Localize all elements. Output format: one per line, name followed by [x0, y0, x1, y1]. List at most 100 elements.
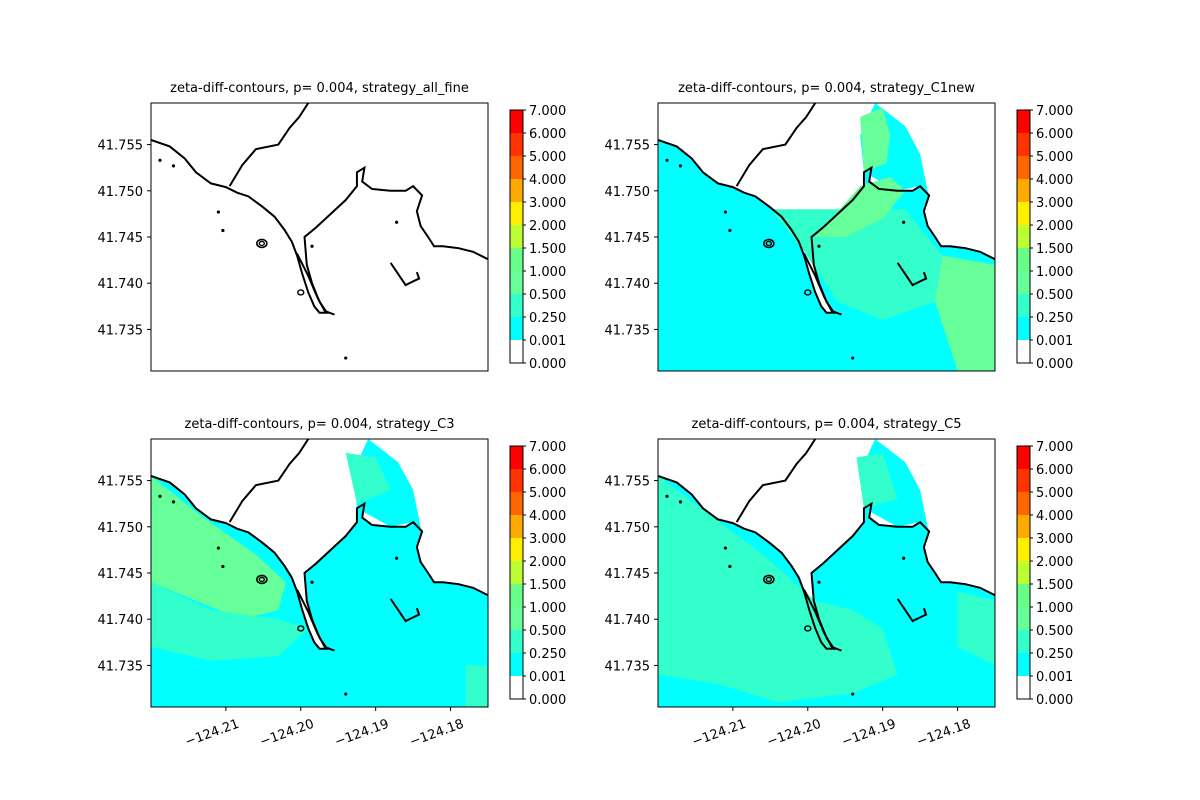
y-tick-label: 41.750	[605, 521, 651, 536]
colorbar-label: 1.000	[529, 601, 566, 616]
y-tick-label: 41.755	[605, 475, 651, 490]
colorbar-swatch	[1017, 179, 1030, 203]
coastline-1	[658, 475, 995, 650]
map-panel-4: zeta-diff-contours, p= 0.004, strategy_C…	[605, 417, 1074, 750]
colorbar-label: 3.000	[1036, 196, 1073, 211]
rock-5	[851, 692, 855, 696]
coastline-1	[658, 139, 995, 314]
colorbar-swatch	[510, 225, 523, 249]
colorbar-swatch	[1017, 110, 1030, 134]
rock-4	[728, 228, 732, 233]
colorbar-label: 0.500	[529, 624, 566, 639]
colorbar-swatch	[1017, 584, 1030, 608]
colorbar-swatch	[510, 676, 523, 700]
colorbar-label: 0.000	[529, 693, 566, 708]
rock-5	[344, 692, 348, 696]
colorbar-label: 7.000	[529, 104, 566, 119]
colorbar-label: 0.500	[1036, 288, 1073, 303]
fill-region-2	[151, 582, 309, 661]
colorbar: 7.000 6.000 5.000 4.000 3.000 2.000 1.500 1.000…	[509, 440, 566, 708]
colorbar-swatch	[1017, 653, 1030, 677]
rock-3	[723, 210, 728, 214]
colorbar-label: 1.500	[1036, 242, 1073, 257]
colorbar-label: 5.000	[1036, 486, 1073, 501]
y-tick-label: 41.755	[98, 475, 144, 490]
islet-ring	[256, 238, 268, 249]
rock-1	[665, 158, 669, 162]
y-tick-label: 41.740	[98, 277, 144, 292]
rock-3	[216, 210, 220, 214]
y-tick-label: 41.735	[98, 659, 144, 674]
colorbar-label: 0.001	[1036, 334, 1073, 349]
y-tick-label: 41.745	[605, 231, 651, 246]
rock-2	[678, 164, 683, 168]
fill-region-2	[856, 452, 898, 509]
colorbar-swatch	[1017, 676, 1030, 700]
coastline-4	[389, 262, 421, 287]
colorbar-label: 7.000	[529, 440, 566, 455]
map-panel-2: zeta-diff-contours, p= 0.004, strategy_C…	[605, 81, 1074, 372]
colorbar-label: 1.500	[529, 242, 566, 257]
colorbar-label: 0.250	[529, 311, 566, 326]
colorbar-swatch	[1017, 317, 1030, 341]
y-tick-label: 41.755	[605, 139, 651, 154]
colorbar-swatch	[510, 294, 523, 318]
rock-7	[395, 556, 399, 560]
islet-south	[804, 289, 812, 296]
y-tick-label: 41.735	[98, 323, 144, 338]
islet-south	[804, 625, 812, 632]
x-tick-label: −124.21	[690, 717, 748, 750]
colorbar-label: 0.000	[1036, 357, 1073, 372]
y-tick-label: 41.745	[605, 567, 651, 582]
plot-area	[658, 439, 995, 707]
colorbar-swatch	[510, 271, 523, 295]
colorbar-swatch	[1017, 248, 1030, 272]
colorbar: 7.000 6.000 5.000 4.000 3.000 2.000 1.500 1.000…	[1016, 440, 1073, 708]
colorbar-swatch	[510, 607, 523, 631]
colorbar-label: 6.000	[529, 127, 566, 142]
colorbar-label: 3.000	[1036, 532, 1073, 547]
colorbar-frame	[1016, 109, 1031, 364]
fill-region-2	[815, 176, 906, 237]
colorbar-swatch	[1017, 294, 1030, 318]
rock-4	[728, 564, 732, 569]
colorbar-label: 0.500	[1036, 624, 1073, 639]
colorbar-label: 3.000	[529, 196, 566, 211]
plot-background	[151, 103, 488, 371]
x-tick-label: −124.19	[333, 717, 391, 750]
coastline-4	[896, 598, 928, 623]
colorbar-swatch	[1017, 515, 1030, 539]
islet-ring	[763, 574, 775, 585]
map-panel-1: zeta-diff-contours, p= 0.004, strategy_a…	[98, 81, 567, 372]
y-tick-label: 41.740	[605, 613, 651, 628]
coastline-2	[228, 103, 310, 187]
colorbar-swatch	[510, 653, 523, 677]
coastline-3	[803, 589, 842, 652]
colorbar-label: 0.000	[1036, 693, 1073, 708]
islet-south	[297, 625, 305, 632]
islet-core	[258, 576, 266, 583]
colorbar-label: 0.000	[529, 357, 566, 372]
islet-core	[765, 240, 773, 247]
colorbar-label: 4.000	[529, 173, 566, 188]
rock-1	[158, 158, 162, 162]
colorbar-swatch	[510, 156, 523, 180]
rock-7	[902, 556, 906, 560]
x-tick-label: −124.18	[915, 717, 973, 750]
colorbar-swatch	[510, 492, 523, 516]
y-tick-label: 41.745	[98, 567, 144, 582]
colorbar-label: 1.000	[529, 265, 566, 280]
colorbar-label: 0.001	[1036, 670, 1073, 685]
fill-region-4	[935, 255, 995, 371]
colorbar-label: 1.000	[1036, 265, 1073, 280]
colorbar-swatch	[1017, 607, 1030, 631]
rock-6	[817, 580, 821, 584]
colorbar-label: 4.000	[1036, 509, 1073, 524]
colorbar-swatch	[1017, 630, 1030, 654]
rock-5	[344, 356, 348, 360]
colorbar-swatch	[1017, 133, 1030, 157]
panel-title: zeta-diff-contours, p= 0.004, strategy_C…	[678, 81, 975, 96]
colorbar-swatch	[510, 179, 523, 203]
colorbar-label: 7.000	[1036, 104, 1073, 119]
fill-region-3	[957, 591, 995, 666]
